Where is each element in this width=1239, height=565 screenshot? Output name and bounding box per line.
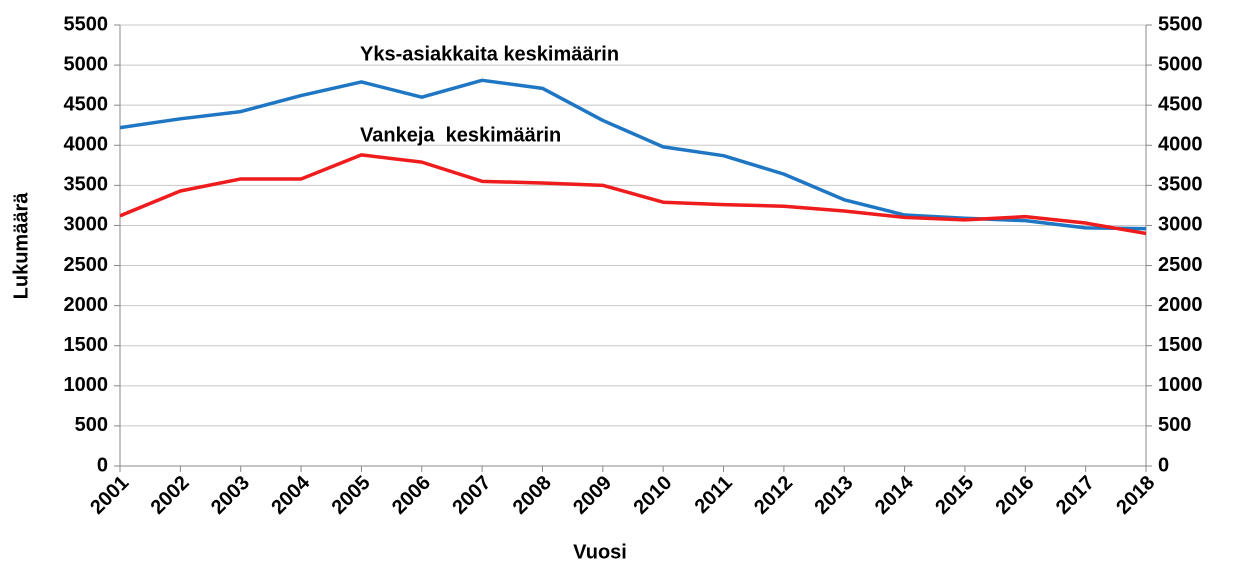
x-tick-label: 2018 [1112,472,1159,519]
x-tick-label: 2015 [931,472,978,519]
series-label: Vankeja keskimäärin [360,124,561,146]
series-label: Yks-asiakkaita keskimäärin [360,43,619,65]
y-tick-label: 1000 [64,374,109,396]
x-tick-label: 2006 [388,472,435,519]
y-tick-label: 5000 [64,53,109,75]
y-tick-label: 2500 [64,254,109,276]
x-axis-title: Vuosi [573,541,627,563]
x-tick-label: 2003 [207,472,254,519]
y-tick-label: 500 [75,414,108,436]
y-tick-label: 2000 [64,294,109,316]
y2-tick-label: 4500 [1158,93,1203,115]
x-tick-label: 2014 [871,471,919,519]
x-tick-label: 2012 [750,472,797,519]
y2-tick-label: 2000 [1158,294,1203,316]
x-tick-label: 2010 [629,472,676,519]
y-tick-label: 4000 [64,134,109,156]
line-series [119,153,1147,236]
y2-tick-label: 1000 [1158,374,1203,396]
y-tick-label: 3000 [64,214,109,236]
y2-tick-label: 2500 [1158,254,1203,276]
y2-tick-label: 500 [1158,414,1191,436]
x-tick-label: 2005 [328,472,375,519]
y-axis-title: Lukumäärä [10,192,32,300]
y2-tick-label: 5000 [1158,53,1203,75]
y2-tick-label: 3000 [1158,214,1203,236]
x-tick-label: 2013 [810,472,857,519]
y-tick-label: 0 [97,454,108,476]
x-tick-label: 2017 [1052,472,1099,519]
y-tick-label: 3500 [64,174,109,196]
y2-tick-label: 3500 [1158,174,1203,196]
y2-tick-label: 4000 [1158,134,1203,156]
y2-tick-label: 0 [1158,454,1169,476]
line-series [119,78,1147,231]
x-tick-label: 2007 [448,472,495,519]
y2-tick-label: 5500 [1158,13,1203,35]
x-tick-label: 2004 [267,471,315,519]
x-tick-label: 2011 [691,472,737,518]
x-tick-label: 2002 [147,472,194,519]
y-tick-label: 4500 [64,93,109,115]
y-tick-label: 5500 [64,13,109,35]
x-tick-label: 2016 [992,472,1039,519]
x-tick-label: 2001 [86,472,133,519]
x-tick-label: 2008 [509,472,556,519]
y2-tick-label: 1500 [1158,334,1203,356]
x-tick-label: 2009 [569,472,616,519]
y-tick-label: 1500 [64,334,109,356]
